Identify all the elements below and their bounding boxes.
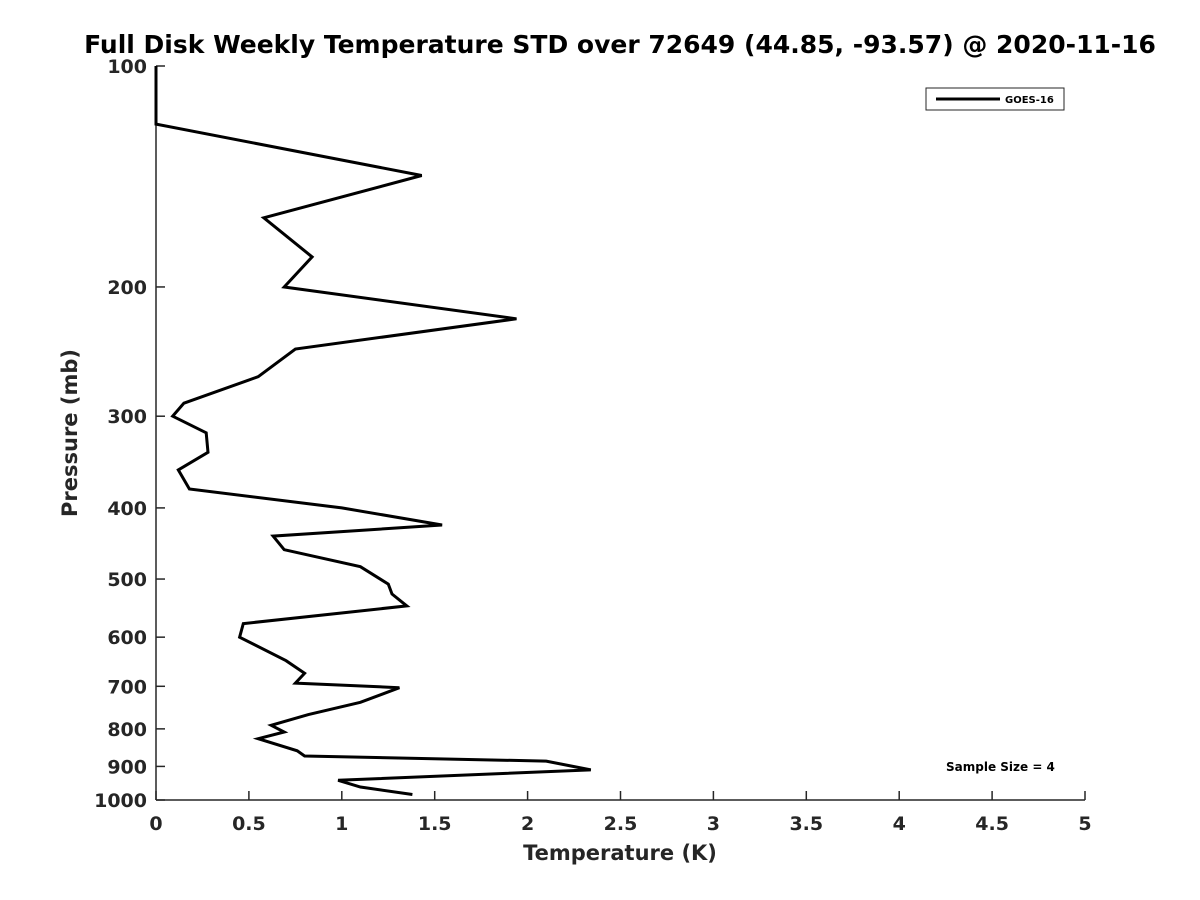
x-tick-label: 3.5 — [789, 813, 823, 835]
y-axis-label: Pressure (mb) — [58, 349, 82, 517]
x-tick-label: 2 — [521, 813, 534, 835]
y-tick-label: 1000 — [94, 790, 147, 812]
x-tick-label: 5 — [1078, 813, 1091, 835]
x-tick-label: 2.5 — [604, 813, 638, 835]
y-tick-label: 700 — [107, 676, 147, 698]
y-tick-label: 200 — [107, 277, 147, 299]
y-tick-label: 600 — [107, 627, 147, 649]
x-tick-label: 1.5 — [418, 813, 452, 835]
y-tick-label: 800 — [107, 719, 147, 741]
chart-title: Full Disk Weekly Temperature STD over 72… — [84, 30, 1156, 59]
y-ticks: 100 200 300 400 500 600 700 800 900 1000 — [94, 56, 165, 812]
series-layer — [154, 66, 592, 796]
legend-label-goes-16: GOES-16 — [1005, 95, 1054, 106]
x-ticks: 0 0.5 1 1.5 2 2.5 3 3.5 4 4.5 5 — [149, 791, 1092, 835]
legend: GOES-16 — [925, 87, 1065, 111]
y-tick-label: 400 — [107, 498, 147, 520]
y-tick-label: 300 — [107, 406, 147, 428]
x-tick-label: 1 — [335, 813, 348, 835]
x-tick-label: 0.5 — [232, 813, 266, 835]
series-line-goes-16 — [154, 66, 592, 796]
x-axis-label: Temperature (K) — [523, 841, 717, 865]
sample-size-annotation: Sample Size = 4 — [946, 760, 1055, 774]
x-tick-label: 4.5 — [975, 813, 1009, 835]
y-tick-label: 900 — [107, 756, 147, 778]
x-tick-label: 3 — [707, 813, 720, 835]
y-tick-label: 100 — [107, 56, 147, 78]
x-tick-label: 4 — [893, 813, 906, 835]
x-tick-label: 0 — [149, 813, 162, 835]
y-tick-label: 500 — [107, 569, 147, 591]
